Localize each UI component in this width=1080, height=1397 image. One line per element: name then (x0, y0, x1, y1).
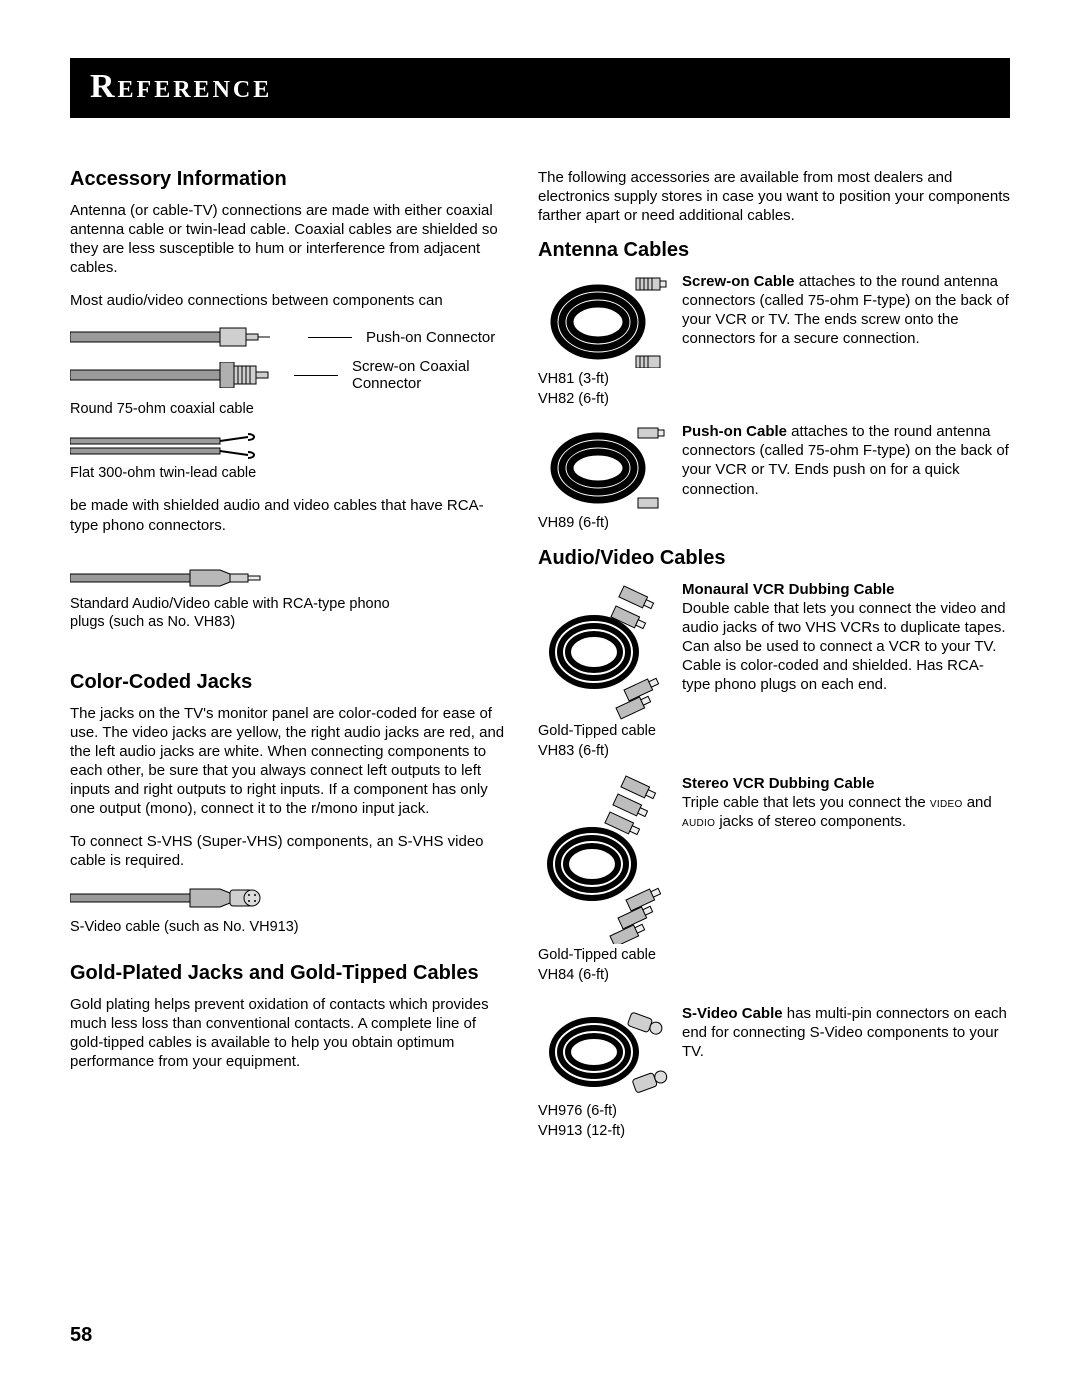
stereo-desc-and: and (963, 794, 992, 811)
accessory-p1: Antenna (or cable-TV) connections are ma… (70, 201, 510, 277)
stereo-partno2: VH84 (6-ft) (538, 966, 668, 984)
svideo-partno1: VH976 (6-ft) (538, 1102, 668, 1120)
monaural-partno2: VH83 (6-ft) (538, 742, 668, 760)
colorcoded-p2: To connect S-VHS (Super-VHS) components,… (70, 832, 510, 870)
monaural-cable-icon (538, 580, 668, 720)
twinlead-icon (70, 432, 280, 460)
accessory-p2: Most audio/video connections between com… (70, 291, 510, 310)
stereo-desc-video: video (930, 795, 963, 810)
goldplated-heading: Gold-Plated Jacks and Gold-Tipped Cables (70, 962, 510, 985)
figure-rca: Standard Audio/Video cable with RCA-type… (70, 565, 510, 631)
colorcoded-heading: Color-Coded Jacks (70, 671, 510, 694)
stereo-label: Stereo VCR Dubbing Cable (682, 774, 1010, 793)
header-bar: Reference (70, 58, 1010, 118)
content-columns: Accessory Information Antenna (or cable-… (70, 168, 1010, 1154)
left-column: Accessory Information Antenna (or cable-… (70, 168, 510, 1154)
page-title: Reference (90, 68, 990, 106)
svideo-text: S-Video Cable has multi-pin connectors o… (682, 1004, 1010, 1140)
stereo-cable-icon (538, 774, 668, 944)
svideo-cable-icon (70, 884, 280, 914)
screwon-partno2: VH82 (6-ft) (538, 390, 668, 408)
figure-svideo: S-Video cable (such as No. VH913) (70, 884, 510, 936)
svideo-coil-icon (538, 1004, 668, 1100)
figure-coax-pushon: Push-on Connector Screw-on Coaxial (70, 324, 510, 418)
monaural-text: Monaural VCR Dubbing Cable Double cable … (682, 580, 1010, 760)
right-intro: The following accessories are available … (538, 168, 1010, 225)
rca-cable-icon (70, 565, 280, 591)
accessory-p3: be made with shielded audio and video ca… (70, 496, 510, 534)
stereo-desc-audio: audio (682, 814, 715, 829)
figure-twinlead: Flat 300-ohm twin-lead cable (70, 432, 510, 482)
page-number: 58 (70, 1324, 92, 1347)
monaural-partno1: Gold-Tipped cable (538, 722, 668, 740)
stereo-partno1: Gold-Tipped cable (538, 946, 668, 964)
pushon-partno1: VH89 (6-ft) (538, 514, 668, 532)
stereo-desc-pre: Triple cable that lets you connect the (682, 794, 930, 811)
svideo-partno2: VH913 (12-ft) (538, 1122, 668, 1140)
screwon-label: Screw-on Cable (682, 273, 795, 290)
stereo-desc-post: jacks of stereo components. (715, 813, 906, 830)
coil-cable-screwon-icon (538, 272, 668, 368)
pushon-label: Push-on Connector (366, 329, 495, 346)
cable-item-monaural: Gold-Tipped cable VH83 (6-ft) Monaural V… (538, 580, 1010, 760)
accessory-heading: Accessory Information (70, 168, 510, 191)
round-coax-label: Round 75-ohm coaxial cable (70, 400, 510, 418)
cable-item-stereo: Gold-Tipped cable VH84 (6-ft) Stereo VCR… (538, 774, 1010, 984)
stereo-text: Stereo VCR Dubbing Cable Triple cable th… (682, 774, 1010, 984)
screwon-partno1: VH81 (3-ft) (538, 370, 668, 388)
pushon-label: Push-on Cable (682, 423, 787, 440)
rca-label: Standard Audio/Video cable with RCA-type… (70, 595, 390, 631)
screwon-label: Screw-on Coaxial Connector (352, 358, 502, 392)
svideo-label: S-Video cable (such as No. VH913) (70, 918, 510, 936)
monaural-desc: Double cable that lets you connect the v… (682, 600, 1006, 693)
screwon-text: Screw-on Cable attaches to the round ant… (682, 272, 1010, 408)
coax-pushon-icon (70, 324, 280, 350)
cable-item-pushon: VH89 (6-ft) Push-on Cable attaches to th… (538, 422, 1010, 532)
av-heading: Audio/Video Cables (538, 547, 1010, 570)
colorcoded-p1: The jacks on the TV's monitor panel are … (70, 704, 510, 818)
pushon-text: Push-on Cable attaches to the round ante… (682, 422, 1010, 532)
cable-item-svideo: VH976 (6-ft) VH913 (12-ft) S-Video Cable… (538, 1004, 1010, 1140)
cable-item-screwon: VH81 (3-ft) VH82 (6-ft) Screw-on Cable a… (538, 272, 1010, 408)
goldplated-p1: Gold plating helps prevent oxidation of … (70, 995, 510, 1071)
coax-screwon-icon (70, 362, 280, 388)
svideo-label: S-Video Cable (682, 1005, 783, 1022)
right-column: The following accessories are available … (538, 168, 1010, 1154)
twinlead-label: Flat 300-ohm twin-lead cable (70, 464, 510, 482)
monaural-label: Monaural VCR Dubbing Cable (682, 580, 1010, 599)
coil-cable-pushon-icon (538, 422, 668, 512)
antenna-heading: Antenna Cables (538, 239, 1010, 262)
